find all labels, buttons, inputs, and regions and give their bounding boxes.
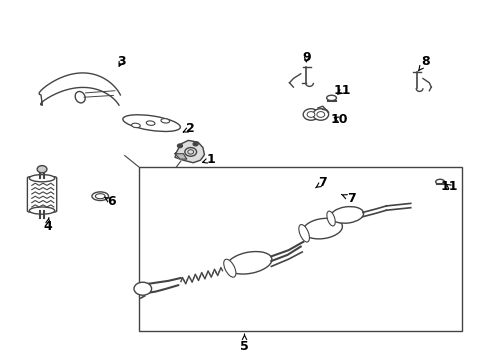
Ellipse shape (29, 175, 55, 182)
Ellipse shape (122, 115, 180, 131)
Text: 1: 1 (202, 153, 215, 166)
Text: 4: 4 (43, 217, 52, 233)
Text: 3: 3 (117, 55, 125, 68)
Circle shape (306, 112, 314, 117)
Text: 6: 6 (104, 195, 116, 208)
Ellipse shape (435, 179, 444, 184)
Circle shape (134, 282, 151, 295)
Text: 5: 5 (240, 334, 248, 353)
Ellipse shape (226, 252, 271, 274)
Text: 8: 8 (417, 55, 429, 71)
Bar (139, 167, 461, 331)
Polygon shape (39, 73, 120, 105)
Ellipse shape (131, 123, 140, 128)
Ellipse shape (224, 259, 235, 277)
Text: 11: 11 (439, 180, 457, 193)
Text: 7: 7 (315, 176, 326, 189)
Polygon shape (175, 154, 186, 159)
Text: 10: 10 (330, 113, 347, 126)
Circle shape (177, 144, 182, 148)
Ellipse shape (303, 218, 342, 239)
Ellipse shape (92, 192, 108, 201)
Circle shape (312, 109, 328, 120)
Text: 7: 7 (341, 192, 355, 205)
Ellipse shape (146, 121, 155, 125)
Text: 11: 11 (333, 84, 350, 97)
Ellipse shape (326, 95, 336, 100)
Ellipse shape (29, 207, 55, 214)
Circle shape (193, 142, 198, 146)
Ellipse shape (161, 118, 169, 123)
Circle shape (316, 112, 324, 117)
Ellipse shape (298, 225, 309, 242)
Ellipse shape (326, 211, 335, 226)
Text: 9: 9 (302, 51, 310, 64)
Ellipse shape (95, 194, 105, 199)
Ellipse shape (330, 207, 363, 223)
Circle shape (303, 109, 318, 120)
Circle shape (37, 166, 47, 173)
Text: 2: 2 (183, 122, 195, 135)
FancyBboxPatch shape (27, 177, 57, 212)
Polygon shape (175, 140, 204, 163)
